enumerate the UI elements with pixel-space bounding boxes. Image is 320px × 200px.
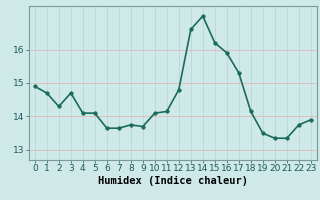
X-axis label: Humidex (Indice chaleur): Humidex (Indice chaleur) [98, 176, 248, 186]
